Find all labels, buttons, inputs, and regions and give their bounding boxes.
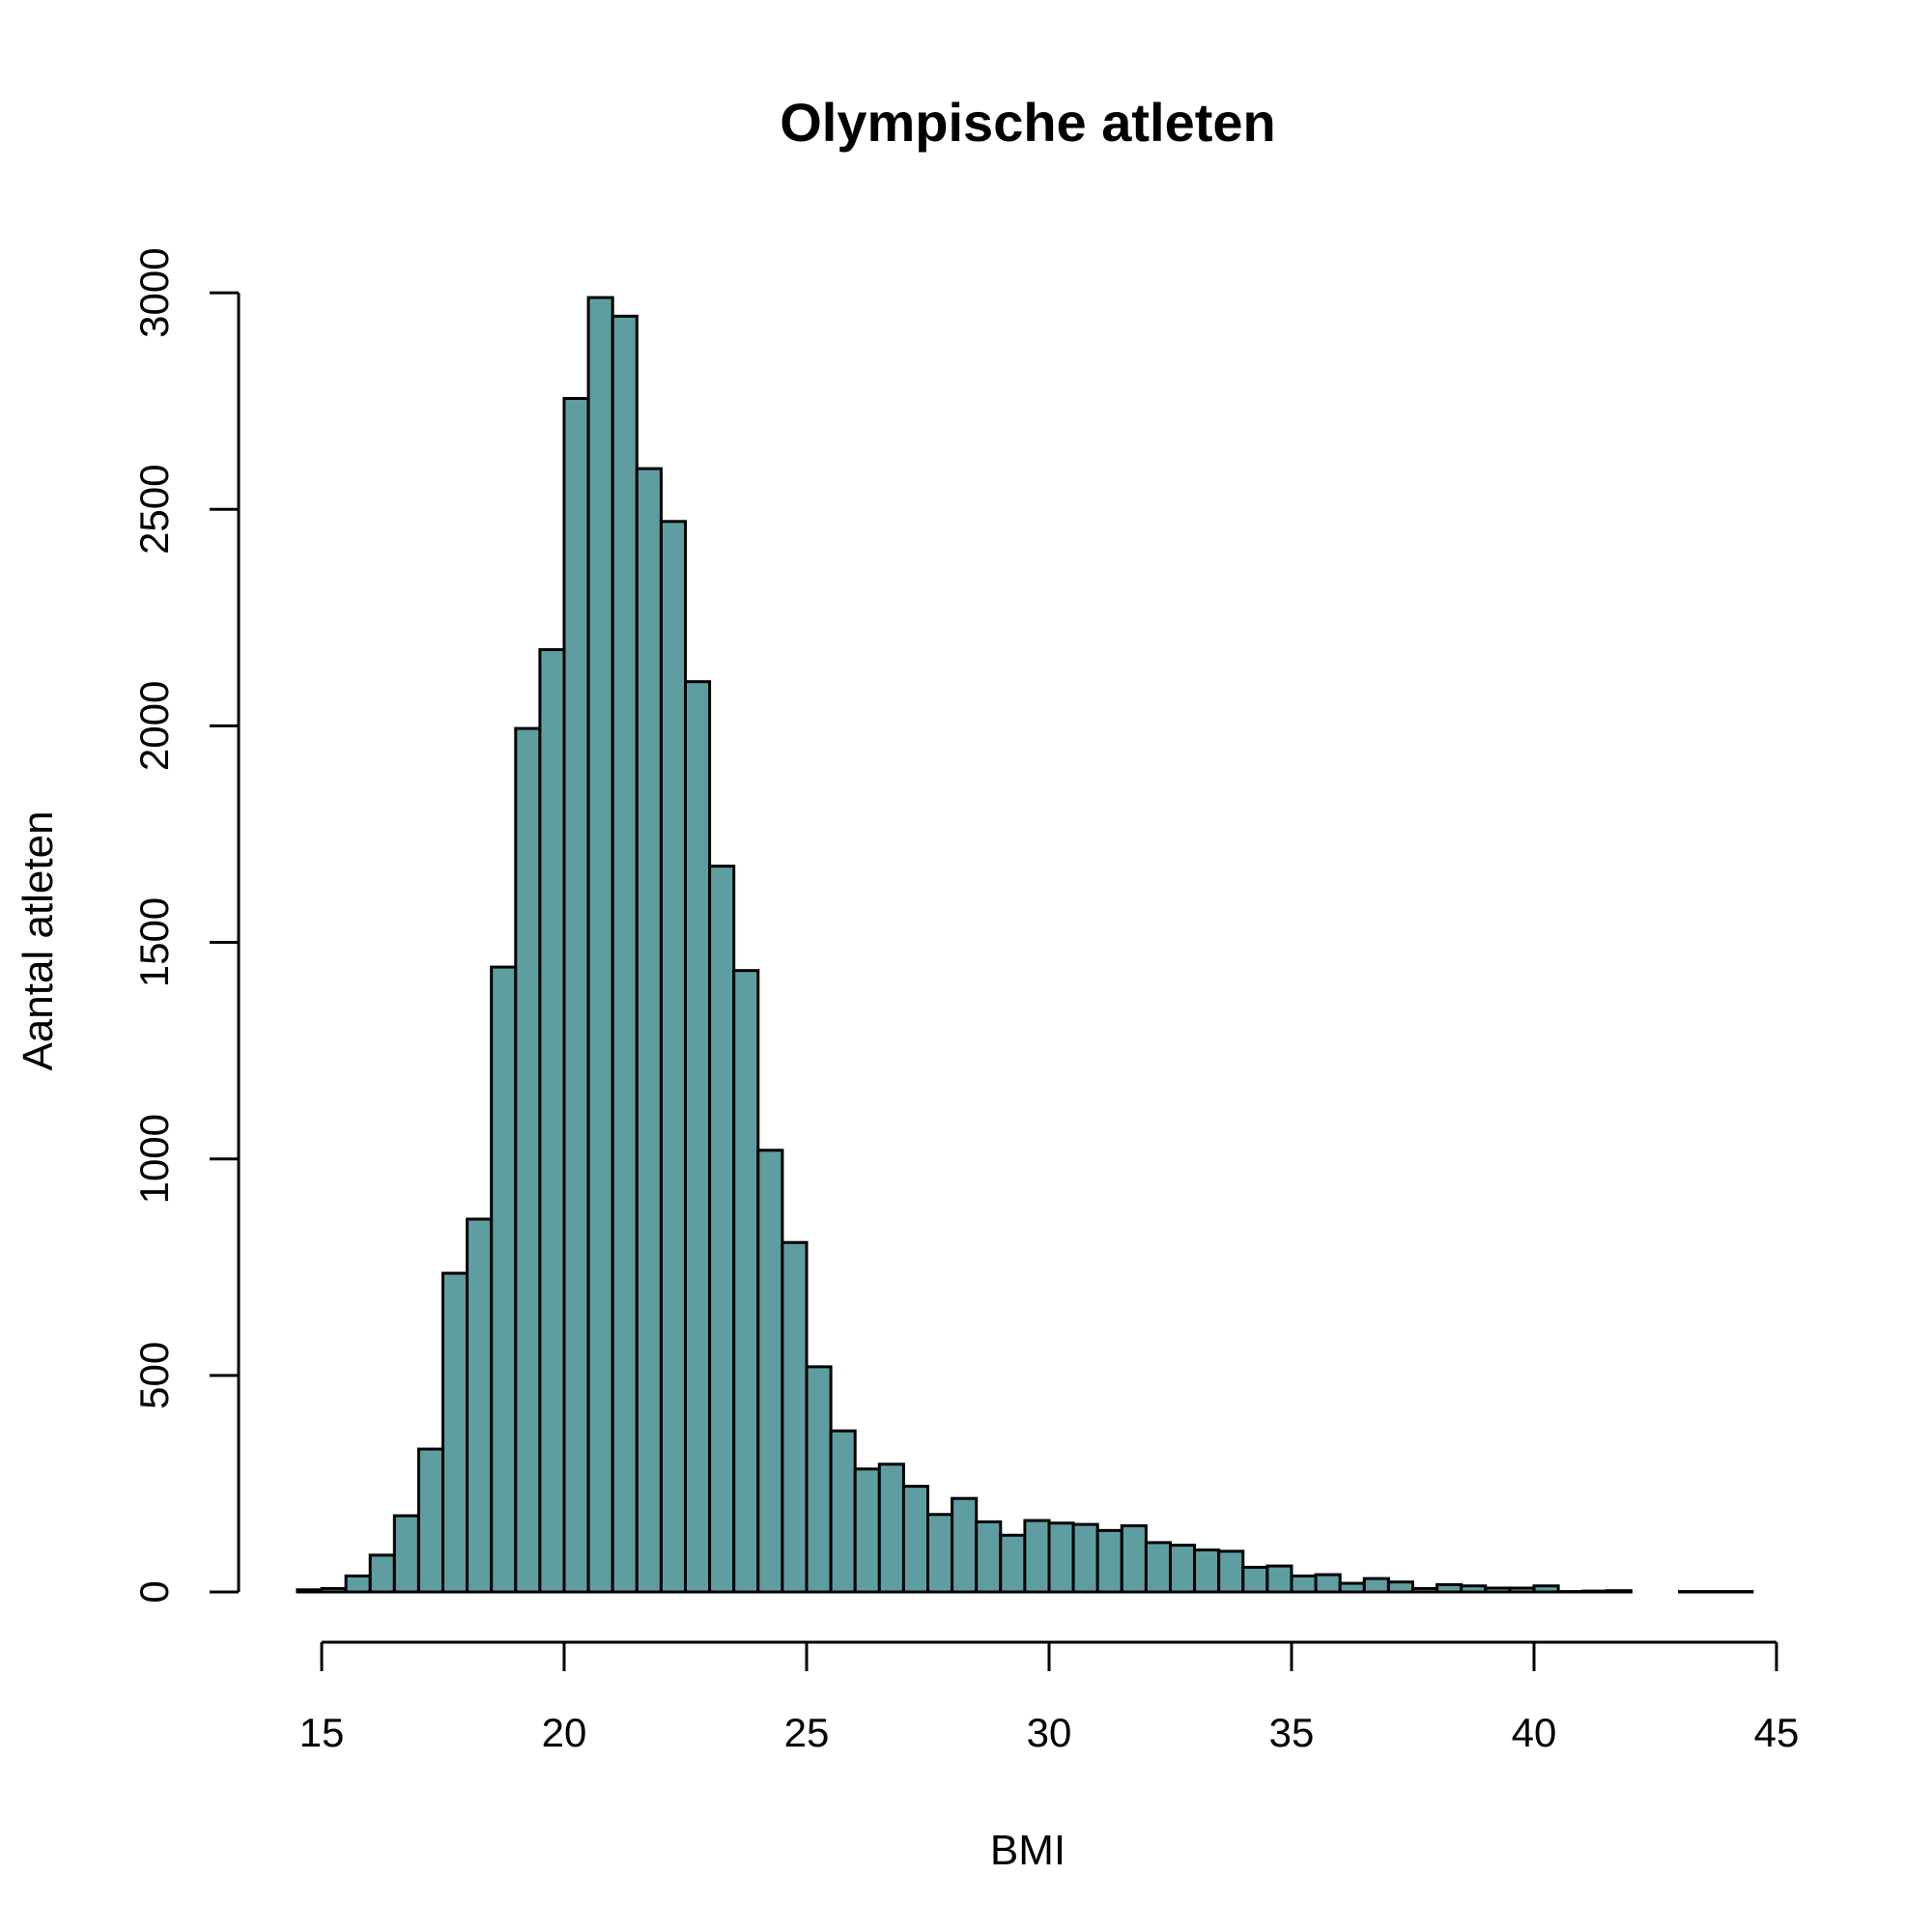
- y-tick-label: 2000: [131, 681, 177, 771]
- histogram-bar: [1241, 1565, 1269, 1594]
- histogram-bar: [466, 1217, 494, 1594]
- chart-title: Olympische atleten: [780, 92, 1276, 153]
- histogram-bar: [684, 680, 712, 1594]
- histogram-bar: [781, 1240, 809, 1594]
- histogram-bar: [611, 314, 639, 1594]
- histogram-bar: [853, 1467, 881, 1594]
- histogram-bar: [490, 965, 518, 1594]
- histogram-bar: [320, 1586, 348, 1594]
- histogram-bar: [756, 1149, 784, 1594]
- histogram-bar: [1508, 1586, 1536, 1594]
- x-axis: 15 20 25 30 35 40 45: [299, 1640, 1800, 1755]
- x-tick-label: 45: [1754, 1710, 1800, 1755]
- x-tick-label: 25: [784, 1710, 830, 1755]
- histogram-bar: [1386, 1580, 1415, 1594]
- histogram-bar: [1484, 1586, 1512, 1594]
- x-axis-label: BMI: [990, 1827, 1065, 1874]
- histogram-bar: [586, 296, 614, 1594]
- histogram-bar: [1193, 1548, 1221, 1594]
- histogram-bar: [514, 726, 542, 1594]
- histogram-bar: [1435, 1582, 1463, 1594]
- histogram-bar: [659, 520, 688, 1594]
- histogram-bar: [1362, 1577, 1390, 1594]
- y-tick-label: 500: [131, 1342, 177, 1409]
- y-tick-label: 1000: [131, 1114, 177, 1204]
- histogram-bar: [368, 1553, 396, 1594]
- histogram-bar: [805, 1365, 833, 1594]
- histogram-bar: [635, 467, 663, 1594]
- x-tick-label: 20: [542, 1710, 587, 1755]
- y-tick-label: 3000: [131, 247, 177, 337]
- y-tick-label: 0: [131, 1580, 177, 1603]
- histogram-bar: [901, 1485, 930, 1594]
- histogram-bar: [975, 1520, 1003, 1594]
- histogram-bar: [877, 1463, 905, 1594]
- histogram-bar: [441, 1271, 469, 1594]
- histogram-bar: [1460, 1584, 1488, 1594]
- bars-group: [296, 296, 1754, 1594]
- histogram-bar: [1095, 1528, 1123, 1594]
- histogram-bar: [1265, 1564, 1293, 1594]
- x-tick-label: 40: [1512, 1710, 1557, 1755]
- histogram-bar: [708, 865, 736, 1594]
- histogram-bar: [538, 647, 566, 1594]
- histogram-bar: [296, 1588, 324, 1594]
- histogram-bar: [829, 1429, 857, 1594]
- histogram-bar: [999, 1533, 1027, 1594]
- histogram-bar: [1338, 1581, 1366, 1594]
- histogram-bar: [392, 1514, 420, 1594]
- histogram-bar: [1047, 1521, 1075, 1594]
- x-tick-label: 15: [299, 1710, 345, 1755]
- y-tick-label: 2500: [131, 465, 177, 554]
- histogram-bar: [1071, 1522, 1099, 1594]
- histogram-bar: [1411, 1586, 1439, 1594]
- histogram-bar: [1580, 1589, 1608, 1594]
- x-tick-label: 30: [1027, 1710, 1072, 1755]
- y-axis: 0 500 1000 1500 2000 2500 3000: [131, 247, 241, 1604]
- histogram-bar: [416, 1447, 444, 1594]
- histogram-bar: [1217, 1549, 1245, 1594]
- histogram-bar: [951, 1496, 979, 1594]
- histogram-bar: [344, 1574, 372, 1594]
- histogram-bar: [562, 396, 590, 1594]
- histogram-bar: [1290, 1574, 1318, 1594]
- histogram-bar: [926, 1513, 954, 1594]
- histogram-bar: [1120, 1523, 1148, 1594]
- histogram-bar: [1532, 1584, 1560, 1594]
- y-axis-label: Aantal atleten: [14, 810, 62, 1070]
- y-tick-label: 1500: [131, 897, 177, 987]
- histogram-bar: [1169, 1544, 1197, 1594]
- x-tick-label: 35: [1269, 1710, 1315, 1755]
- histogram-bar: [732, 969, 760, 1594]
- histogram-bar: [1023, 1519, 1051, 1594]
- histogram-bar: [1314, 1573, 1342, 1594]
- histogram-bar: [1605, 1589, 1633, 1594]
- histogram-bar: [1144, 1541, 1173, 1594]
